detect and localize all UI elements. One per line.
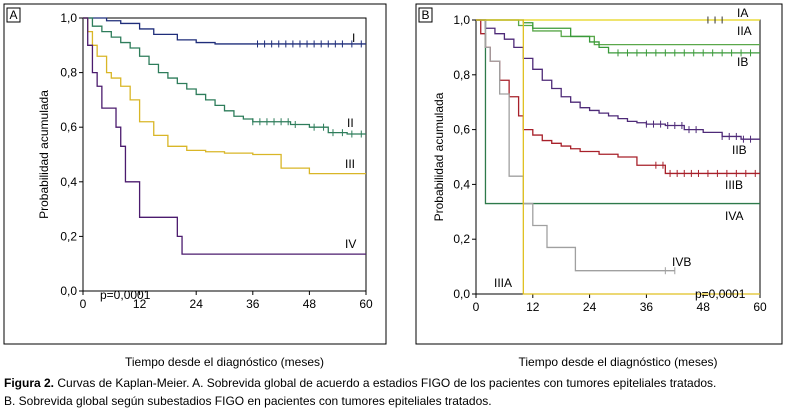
series-label: I (352, 31, 355, 45)
y-axis-label: Probabilidad acumulada (37, 90, 51, 219)
panel-label-text: A (9, 8, 17, 22)
x-tick-label: 60 (359, 297, 373, 311)
y-tick-label: 0,6 (60, 120, 77, 134)
x-tick-label: 24 (583, 300, 597, 314)
x-tick-label: 48 (303, 297, 317, 311)
x-tick-label: 0 (473, 300, 480, 314)
y-tick-label: 1,0 (60, 11, 77, 25)
caption-label: Figura 2. (4, 376, 55, 390)
panel-label: B (418, 7, 433, 23)
y-tick-label: 0,4 (453, 177, 470, 191)
x-tick-label: 36 (640, 300, 654, 314)
series-label: IB (737, 55, 748, 69)
caption-line2: B. Sobrevida global según subestadios FI… (4, 394, 492, 408)
y-axis-label: Probabilidad acumulada (432, 92, 446, 221)
x-tick-label: 48 (697, 300, 711, 314)
survival-curve (83, 17, 366, 45)
survival-curve (83, 17, 366, 255)
x-axis-label: Tiempo desde el diagnóstico (meses) (125, 355, 324, 369)
x-tick-label: 0 (80, 297, 87, 311)
survival-curve (476, 19, 760, 175)
figure-caption-line2: B. Sobrevida global según subestadios FI… (4, 392, 782, 410)
plot-area (82, 17, 367, 292)
p-value-annotation: p=0,0001 (100, 288, 151, 302)
series-ii: II (83, 17, 366, 138)
series-i: I (83, 17, 366, 48)
series-ib: IB (476, 19, 760, 69)
panel-b: B 0,0 0,2 0,4 0,6 0,8 1,0 0 12 24 36 48 60 Probabilid… (415, 3, 783, 369)
survival-curve (476, 19, 760, 54)
panel-frame (3, 3, 387, 345)
series-label: III (345, 157, 355, 171)
series-iia: IIA (476, 19, 760, 46)
series-iib: IIB (476, 19, 760, 157)
y-tick-label: 0,6 (453, 123, 470, 137)
x-tick-label: 12 (526, 300, 540, 314)
series-label: IIB (732, 143, 747, 157)
survival-curve (476, 19, 675, 272)
caption-line1: Curvas de Kaplan-Meier. A. Sobrevida glo… (54, 376, 717, 390)
panel-a: A 0,0 0,2 0,4 0,6 0,8 1,0 0 12 24 36 48 60 Probabilid… (3, 3, 387, 369)
panel-label-box (6, 7, 21, 23)
panel-frame (415, 3, 783, 345)
x-axis-label: Tiempo desde el diagnóstico (meses) (519, 355, 718, 369)
y-tick-label: 0,8 (453, 68, 470, 82)
series-label: II (347, 116, 354, 130)
series-label: IIIB (725, 178, 743, 192)
survival-curve (83, 17, 366, 135)
survival-curve (83, 17, 366, 175)
x-tick-label: 60 (753, 300, 767, 314)
survival-curve (476, 19, 760, 46)
series-label: IVA (725, 209, 743, 223)
series-iii: III (83, 17, 366, 175)
panel-label: A (6, 7, 21, 23)
y-tick-label: 1,0 (453, 13, 470, 27)
panel-label-text: B (421, 8, 429, 22)
series-iiib: IIIB (476, 19, 760, 192)
series-label: IIIA (494, 276, 512, 290)
y-tick-label: 0,8 (60, 66, 77, 80)
survival-curve (476, 19, 760, 140)
y-tick-label: 0,2 (60, 229, 77, 243)
y-tick-label: 0,4 (60, 175, 77, 189)
series-label: IIA (737, 24, 752, 38)
figure-caption: Figura 2. Curvas de Kaplan-Meier. A. Sob… (4, 374, 782, 392)
series-ivb: IVB (476, 19, 691, 275)
series-label: IVB (672, 255, 691, 269)
series-label: IV (345, 237, 356, 251)
x-tick-label: 24 (190, 297, 204, 311)
y-tick-label: 0,0 (453, 287, 470, 301)
x-tick-label: 12 (133, 297, 147, 311)
x-tick-label: 36 (246, 297, 260, 311)
y-tick-label: 0,0 (60, 284, 77, 298)
series-label: IA (737, 6, 748, 20)
survival-curve (476, 19, 760, 295)
p-value-annotation: p=0,0001 (695, 287, 746, 301)
series-iv: IV (83, 17, 366, 255)
y-tick-label: 0,2 (453, 232, 470, 246)
series-iiia: IIIA (476, 19, 760, 295)
panel-label-box (418, 7, 433, 23)
